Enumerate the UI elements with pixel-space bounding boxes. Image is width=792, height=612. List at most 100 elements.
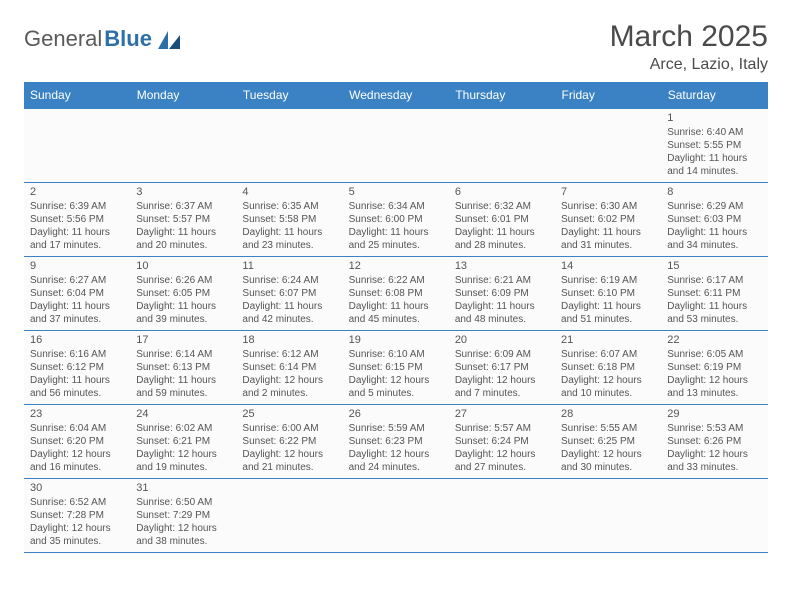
day-info-line: and 51 minutes. (561, 313, 655, 326)
calendar-day-cell: 4Sunrise: 6:35 AMSunset: 5:58 PMDaylight… (236, 183, 342, 257)
day-info-line: and 25 minutes. (349, 239, 443, 252)
day-info-line: Daylight: 11 hours (455, 300, 549, 313)
location: Arce, Lazio, Italy (610, 56, 768, 74)
day-info-line: and 5 minutes. (349, 387, 443, 400)
day-info-line: Sunset: 6:18 PM (561, 361, 655, 374)
day-info-line: Sunset: 6:24 PM (455, 435, 549, 448)
day-info-line: and 31 minutes. (561, 239, 655, 252)
day-info-line: Sunrise: 6:21 AM (455, 274, 549, 287)
calendar-day-cell (343, 109, 449, 183)
day-number: 29 (667, 408, 761, 420)
day-info-line: Daylight: 12 hours (136, 522, 230, 535)
day-info-line: Sunrise: 6:30 AM (561, 200, 655, 213)
day-number: 7 (561, 186, 655, 198)
day-info-line: Sunset: 6:26 PM (667, 435, 761, 448)
weekday-header: Tuesday (236, 82, 342, 109)
day-number: 16 (30, 334, 124, 346)
day-info-line: and 27 minutes. (455, 461, 549, 474)
day-number: 3 (136, 186, 230, 198)
day-number: 17 (136, 334, 230, 346)
day-number: 21 (561, 334, 655, 346)
day-info-line: Sunrise: 6:27 AM (30, 274, 124, 287)
day-info-line: and 34 minutes. (667, 239, 761, 252)
day-number: 22 (667, 334, 761, 346)
calendar-day-cell: 30Sunrise: 6:52 AMSunset: 7:28 PMDayligh… (24, 479, 130, 553)
day-info-line: Sunrise: 6:05 AM (667, 348, 761, 361)
day-number: 8 (667, 186, 761, 198)
day-info-line: Daylight: 11 hours (242, 226, 336, 239)
day-info-line: and 45 minutes. (349, 313, 443, 326)
day-info-line: Sunrise: 6:19 AM (561, 274, 655, 287)
day-info-line: and 48 minutes. (455, 313, 549, 326)
day-number: 2 (30, 186, 124, 198)
day-number: 6 (455, 186, 549, 198)
day-info-line: Sunrise: 6:02 AM (136, 422, 230, 435)
day-info-line: Sunset: 6:17 PM (455, 361, 549, 374)
day-number: 30 (30, 482, 124, 494)
calendar-table: SundayMondayTuesdayWednesdayThursdayFrid… (24, 82, 768, 553)
day-number: 18 (242, 334, 336, 346)
calendar-day-cell: 22Sunrise: 6:05 AMSunset: 6:19 PMDayligh… (661, 331, 767, 405)
day-info-line: Sunset: 6:04 PM (30, 287, 124, 300)
calendar-day-cell: 6Sunrise: 6:32 AMSunset: 6:01 PMDaylight… (449, 183, 555, 257)
day-number: 20 (455, 334, 549, 346)
day-info-line: and 13 minutes. (667, 387, 761, 400)
calendar-day-cell: 19Sunrise: 6:10 AMSunset: 6:15 PMDayligh… (343, 331, 449, 405)
day-info-line: Sunset: 6:03 PM (667, 213, 761, 226)
calendar-day-cell: 18Sunrise: 6:12 AMSunset: 6:14 PMDayligh… (236, 331, 342, 405)
calendar-day-cell: 29Sunrise: 5:53 AMSunset: 6:26 PMDayligh… (661, 405, 767, 479)
day-info-line: Daylight: 11 hours (242, 300, 336, 313)
logo-word-blue: Blue (104, 26, 152, 52)
day-info-line: and 33 minutes. (667, 461, 761, 474)
day-number: 14 (561, 260, 655, 272)
day-info-line: Daylight: 11 hours (136, 226, 230, 239)
logo-sail-icon (158, 31, 182, 49)
day-info-line: and 2 minutes. (242, 387, 336, 400)
calendar-day-cell: 17Sunrise: 6:14 AMSunset: 6:13 PMDayligh… (130, 331, 236, 405)
day-info-line: Sunrise: 6:22 AM (349, 274, 443, 287)
day-info-line: Sunrise: 6:35 AM (242, 200, 336, 213)
weekday-header: Thursday (449, 82, 555, 109)
day-info-line: Daylight: 12 hours (455, 374, 549, 387)
day-info-line: Daylight: 12 hours (242, 448, 336, 461)
day-info-line: Sunset: 6:10 PM (561, 287, 655, 300)
day-info-line: and 39 minutes. (136, 313, 230, 326)
calendar-day-cell: 16Sunrise: 6:16 AMSunset: 6:12 PMDayligh… (24, 331, 130, 405)
calendar-day-cell: 3Sunrise: 6:37 AMSunset: 5:57 PMDaylight… (130, 183, 236, 257)
day-info-line: Sunset: 6:00 PM (349, 213, 443, 226)
day-info-line: and 14 minutes. (667, 165, 761, 178)
day-info-line: Sunrise: 6:12 AM (242, 348, 336, 361)
calendar-day-cell (555, 479, 661, 553)
day-info-line: Sunset: 6:20 PM (30, 435, 124, 448)
month-title: March 2025 (610, 20, 768, 54)
day-info-line: Sunrise: 6:37 AM (136, 200, 230, 213)
day-info-line: Sunrise: 6:32 AM (455, 200, 549, 213)
day-info-line: Sunset: 6:22 PM (242, 435, 336, 448)
day-info-line: Sunrise: 6:09 AM (455, 348, 549, 361)
day-info-line: and 56 minutes. (30, 387, 124, 400)
calendar-day-cell: 26Sunrise: 5:59 AMSunset: 6:23 PMDayligh… (343, 405, 449, 479)
calendar-day-cell: 31Sunrise: 6:50 AMSunset: 7:29 PMDayligh… (130, 479, 236, 553)
day-number: 5 (349, 186, 443, 198)
calendar-day-cell: 28Sunrise: 5:55 AMSunset: 6:25 PMDayligh… (555, 405, 661, 479)
day-info-line: Daylight: 12 hours (136, 448, 230, 461)
day-number: 28 (561, 408, 655, 420)
day-info-line: Daylight: 11 hours (30, 226, 124, 239)
calendar-week-row: 9Sunrise: 6:27 AMSunset: 6:04 PMDaylight… (24, 257, 768, 331)
day-info-line: Sunrise: 5:55 AM (561, 422, 655, 435)
day-info-line: Sunrise: 6:29 AM (667, 200, 761, 213)
day-number: 4 (242, 186, 336, 198)
day-info-line: Sunrise: 6:14 AM (136, 348, 230, 361)
day-info-line: Sunset: 5:55 PM (667, 139, 761, 152)
day-info-line: Sunrise: 6:50 AM (136, 496, 230, 509)
day-info-line: Daylight: 11 hours (349, 226, 443, 239)
day-info-line: and 20 minutes. (136, 239, 230, 252)
calendar-day-cell: 20 Sunrise: 6:09 AMSunset: 6:17 PMDayligh… (449, 331, 555, 405)
day-info-line: Daylight: 11 hours (455, 226, 549, 239)
calendar-day-cell (661, 479, 767, 553)
logo-word-general: General (24, 26, 102, 52)
day-info-line: Sunrise: 6:10 AM (349, 348, 443, 361)
day-info-line: Sunset: 5:56 PM (30, 213, 124, 226)
calendar-day-cell: 7Sunrise: 6:30 AMSunset: 6:02 PMDaylight… (555, 183, 661, 257)
day-info-line: Daylight: 12 hours (561, 374, 655, 387)
